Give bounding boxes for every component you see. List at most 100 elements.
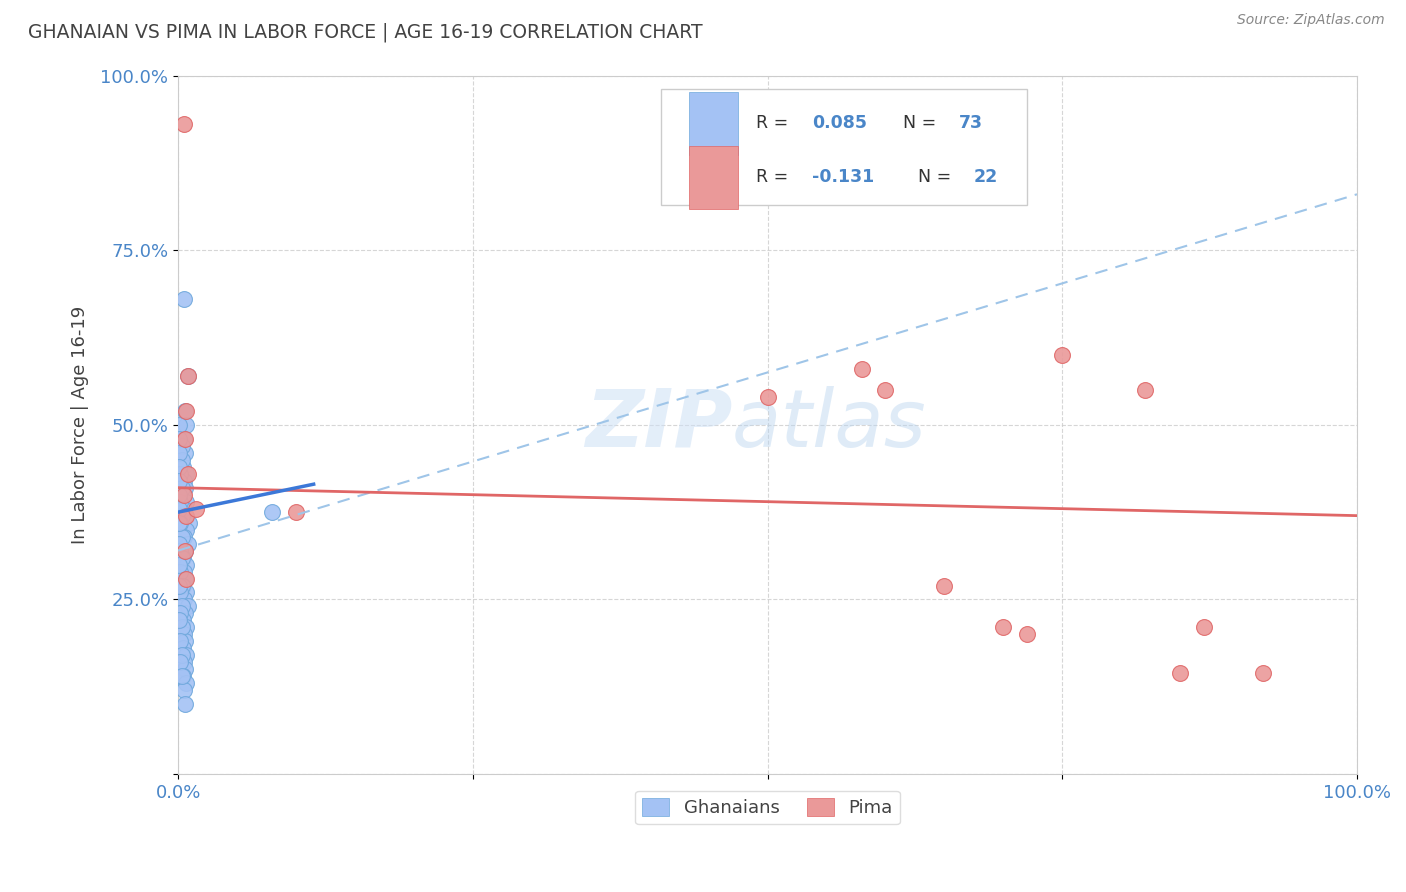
Point bbox=[167, 516, 190, 530]
Point bbox=[170, 508, 193, 523]
Text: R =: R = bbox=[756, 169, 793, 186]
Point bbox=[173, 530, 195, 544]
Point bbox=[851, 362, 873, 376]
Point bbox=[176, 558, 198, 572]
Text: 73: 73 bbox=[959, 114, 983, 132]
Point bbox=[174, 607, 197, 621]
Point bbox=[167, 614, 190, 628]
Legend: Ghanaians, Pima: Ghanaians, Pima bbox=[636, 790, 900, 824]
Point bbox=[170, 620, 193, 634]
Point bbox=[172, 459, 194, 474]
Point bbox=[169, 607, 191, 621]
Text: GHANAIAN VS PIMA IN LABOR FORCE | AGE 16-19 CORRELATION CHART: GHANAIAN VS PIMA IN LABOR FORCE | AGE 16… bbox=[28, 22, 703, 42]
Point bbox=[177, 516, 200, 530]
Text: Source: ZipAtlas.com: Source: ZipAtlas.com bbox=[1237, 13, 1385, 28]
Point bbox=[262, 505, 284, 519]
Point bbox=[172, 578, 194, 592]
Point bbox=[993, 620, 1015, 634]
Point bbox=[1192, 620, 1215, 634]
FancyBboxPatch shape bbox=[689, 146, 738, 209]
Point bbox=[176, 494, 198, 508]
Point bbox=[174, 543, 197, 558]
Point bbox=[173, 488, 195, 502]
Point bbox=[756, 390, 779, 404]
Point bbox=[1251, 665, 1274, 680]
Text: N =: N = bbox=[918, 169, 957, 186]
Point bbox=[167, 474, 190, 488]
Point bbox=[172, 550, 194, 565]
FancyBboxPatch shape bbox=[689, 92, 738, 154]
Point bbox=[167, 446, 190, 460]
Point bbox=[176, 368, 198, 383]
Text: R =: R = bbox=[756, 114, 793, 132]
Point bbox=[170, 550, 193, 565]
Point bbox=[173, 627, 195, 641]
Point bbox=[169, 656, 191, 670]
Point bbox=[176, 523, 198, 537]
Point bbox=[173, 292, 195, 306]
Point bbox=[169, 634, 191, 648]
Point bbox=[169, 494, 191, 508]
Point bbox=[169, 565, 191, 579]
Point bbox=[172, 614, 194, 628]
Point bbox=[167, 488, 190, 502]
Point bbox=[174, 634, 197, 648]
Point bbox=[1052, 348, 1074, 362]
Point bbox=[176, 467, 198, 481]
Point bbox=[169, 467, 191, 481]
Point bbox=[170, 648, 193, 663]
Point bbox=[167, 536, 190, 550]
Point bbox=[176, 572, 198, 586]
Point bbox=[173, 656, 195, 670]
Point bbox=[176, 648, 198, 663]
Point bbox=[170, 481, 193, 495]
Point bbox=[176, 417, 198, 432]
Point bbox=[176, 404, 198, 418]
Point bbox=[173, 592, 195, 607]
Point bbox=[176, 676, 198, 690]
Point bbox=[167, 501, 190, 516]
Point bbox=[176, 536, 198, 550]
Point bbox=[174, 404, 197, 418]
Point bbox=[169, 585, 191, 599]
Point bbox=[170, 669, 193, 683]
Point bbox=[174, 662, 197, 676]
Point bbox=[285, 505, 308, 519]
Point bbox=[170, 439, 193, 453]
FancyBboxPatch shape bbox=[661, 89, 1026, 205]
Point bbox=[934, 578, 956, 592]
Point bbox=[170, 578, 193, 592]
Point bbox=[174, 446, 197, 460]
Point bbox=[167, 558, 190, 572]
Point bbox=[167, 459, 190, 474]
Point bbox=[167, 417, 190, 432]
Point bbox=[1133, 383, 1156, 397]
Text: N =: N = bbox=[903, 114, 942, 132]
Point bbox=[173, 501, 195, 516]
Point bbox=[184, 501, 207, 516]
Point bbox=[176, 620, 198, 634]
Point bbox=[1015, 627, 1038, 641]
Point bbox=[176, 585, 198, 599]
Point bbox=[174, 543, 197, 558]
Point bbox=[172, 641, 194, 656]
Point bbox=[173, 117, 195, 131]
Point bbox=[176, 508, 198, 523]
Point bbox=[170, 530, 193, 544]
Point bbox=[174, 572, 197, 586]
Point bbox=[169, 516, 191, 530]
Point bbox=[176, 467, 198, 481]
Point bbox=[173, 565, 195, 579]
Point bbox=[875, 383, 897, 397]
Point bbox=[172, 488, 194, 502]
Point bbox=[167, 432, 190, 446]
Point bbox=[174, 508, 197, 523]
Point bbox=[176, 599, 198, 614]
Point bbox=[174, 481, 197, 495]
Y-axis label: In Labor Force | Age 16-19: In Labor Force | Age 16-19 bbox=[72, 306, 89, 544]
Point bbox=[173, 683, 195, 698]
Point bbox=[169, 543, 191, 558]
Text: 0.085: 0.085 bbox=[813, 114, 868, 132]
Text: -0.131: -0.131 bbox=[813, 169, 875, 186]
Text: atlas: atlas bbox=[733, 386, 927, 464]
